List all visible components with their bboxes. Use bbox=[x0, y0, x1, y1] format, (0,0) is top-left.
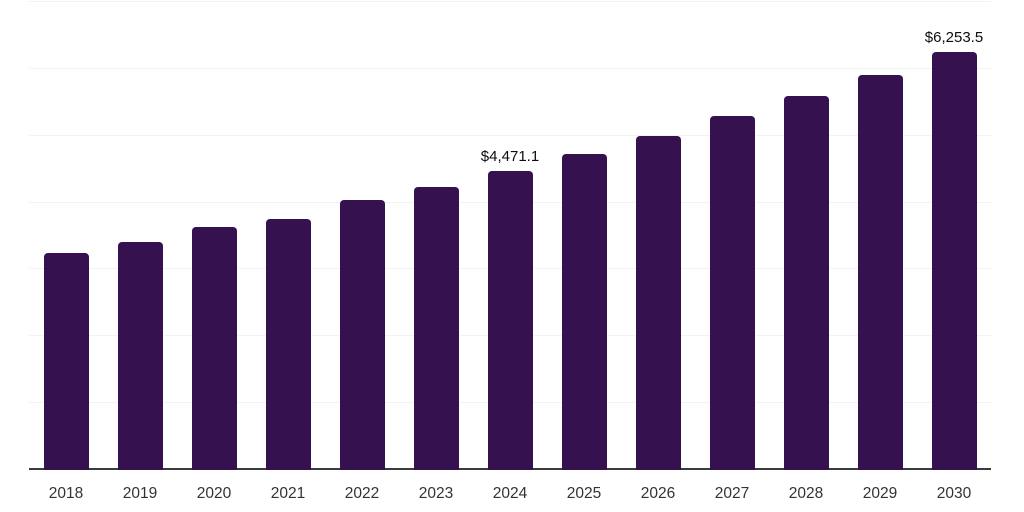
x-tick-2027: 2027 bbox=[714, 485, 750, 502]
x-tick-2025: 2025 bbox=[566, 485, 602, 502]
bar-2018 bbox=[43, 252, 89, 470]
gridline-6000 bbox=[29, 67, 991, 69]
bar-2026 bbox=[635, 135, 681, 470]
x-tick-2019: 2019 bbox=[122, 485, 158, 502]
bar-2023 bbox=[413, 187, 459, 470]
x-tick-2024: 2024 bbox=[492, 485, 528, 502]
bar-2019 bbox=[117, 241, 163, 470]
x-axis-tick-labels: 2018 2019 2020 2021 2022 2023 2024 2025 2026 2027… bbox=[29, 470, 991, 512]
bar-2028 bbox=[783, 96, 829, 470]
bar-2020 bbox=[191, 226, 237, 470]
gridline-5000 bbox=[29, 134, 991, 136]
x-tick-2026: 2026 bbox=[640, 485, 676, 502]
gridline-7000 bbox=[29, 1, 991, 2]
x-tick-2023: 2023 bbox=[418, 485, 454, 502]
value-label-2024: $4,471.1 bbox=[480, 148, 540, 166]
bar-2022 bbox=[339, 200, 385, 470]
value-label-2030: $6,253.5 bbox=[924, 28, 984, 46]
bar-2027 bbox=[709, 116, 755, 470]
x-tick-2022: 2022 bbox=[344, 485, 380, 502]
bar-2029 bbox=[857, 74, 903, 470]
bar-2030 bbox=[931, 51, 977, 470]
x-tick-2030: 2030 bbox=[936, 485, 972, 502]
bar-2025 bbox=[561, 153, 607, 470]
x-tick-2018: 2018 bbox=[48, 485, 84, 502]
plot-area: $4,471.1 $6,253.5 bbox=[29, 0, 991, 470]
x-tick-2028: 2028 bbox=[788, 485, 824, 502]
x-tick-2020: 2020 bbox=[196, 485, 232, 502]
x-tick-2021: 2021 bbox=[270, 485, 306, 502]
bar-2021 bbox=[265, 218, 311, 470]
x-tick-2029: 2029 bbox=[862, 485, 898, 502]
bar-2024 bbox=[487, 171, 533, 470]
